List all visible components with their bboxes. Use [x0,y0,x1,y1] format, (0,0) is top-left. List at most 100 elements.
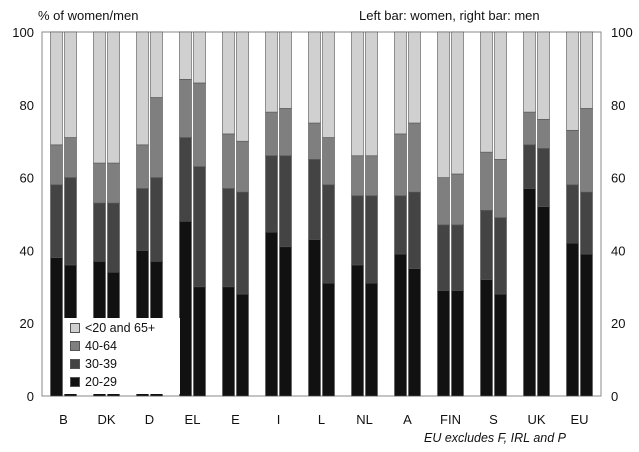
bar-segment-men [451,173,464,226]
y-tick-label-right: 40 [611,243,625,258]
bar-segment-women [437,177,450,226]
bar-segment-men [193,166,206,288]
bar-segment-men [64,31,77,138]
bar-segment-women [222,133,235,189]
y-tick-label-right: 20 [611,316,625,331]
bar-segment-men [193,31,206,84]
legend-label: 20-29 [85,375,117,389]
bar-segment-women [179,137,192,222]
bar-segment-women [308,31,321,124]
bar-segment-men [193,286,206,397]
x-tick-label: FIN [440,412,461,427]
y-tick-label-left: 80 [20,98,34,113]
y-tick-label-left: 0 [27,389,34,404]
bar-segment-women [480,151,493,211]
bar-segment-women [480,210,493,280]
bar-segment-women [394,195,407,255]
bar-segment-women [523,144,536,189]
bar-segment-men [236,293,249,397]
bar-segment-women [308,239,321,397]
bar-segment-women [93,202,106,262]
x-tick-label: A [403,412,412,427]
legend-label: <20 and 65+ [85,321,156,335]
bar-segment-women [50,144,63,186]
bar-segment-women [308,159,321,240]
bar-segment-women [351,195,364,266]
bar-segment-men [193,82,206,167]
legend-item-under20-65plus: <20 and 65+ [70,320,155,336]
bar-segment-men [322,137,335,186]
bar-segment-women [222,286,235,397]
bar-segment-women [265,111,278,157]
bar-segment-men [537,119,550,149]
x-tick-label: NL [356,412,373,427]
plot-frame [41,31,602,397]
bar-segment-women [480,279,493,397]
bar-segment-men [451,290,464,397]
x-tick-label: D [145,412,154,427]
legend-item-20-29: 20-29 [70,374,117,390]
bar-segment-women [394,133,407,197]
bar-segment-women [437,224,450,291]
bar-segment-men [408,191,421,269]
bar-segment-men [408,268,421,397]
chart-legend: <20 and 65+ 40-64 30-39 20-29 [64,318,180,394]
bar-segment-women [50,31,63,146]
bar-segment-women [351,264,364,397]
bar-segment-women [566,242,579,397]
legend-swatch [70,341,80,351]
x-tick-label: S [489,412,498,427]
y-tick-label-right: 60 [611,171,625,186]
bar-segment-women [265,31,278,113]
bar-segment-women [222,31,235,135]
x-tick-label: I [277,412,281,427]
bar-segment-women [179,220,192,397]
x-tick-label: EU [570,412,588,427]
x-tick-label: UK [527,412,545,427]
bar-segment-men [236,31,249,142]
y-tick-label-right: 80 [611,98,625,113]
bar-segment-men [150,177,163,262]
bar-segment-men [580,108,593,193]
chart-footnote: EU excludes F, IRL and P [424,431,566,445]
bar-segment-men [107,162,120,204]
bar-segment-men [408,122,421,193]
x-tick-label: EL [185,412,201,427]
y-tick-label-left: 100 [12,25,34,40]
bar-segment-men [322,282,335,397]
bar-segment-men [580,253,593,397]
bar-segment-women [265,155,278,233]
bar-segment-men [64,177,77,266]
bar-segment-women [351,155,364,197]
bar-segment-men [494,293,507,397]
y-tick-label-left: 20 [20,316,34,331]
legend-swatch [70,359,80,369]
bar-segment-men [451,224,464,291]
bar-segment-women [222,188,235,288]
bar-segment-women [265,231,278,397]
bar-segment-men [365,282,378,397]
bar-segment-women [308,122,321,160]
bar-segment-women [50,257,63,397]
legend-swatch [70,377,80,387]
y-tick-label-right: 100 [611,25,633,40]
legend-item-40-64: 40-64 [70,338,117,354]
y-tick-label-right: 0 [611,389,618,404]
bar-segment-women [136,31,149,146]
bar-segment-women [523,31,536,113]
legend-item-30-39: 30-39 [70,356,117,372]
bar-segment-women [93,162,106,204]
bar-segment-women [394,253,407,397]
legend-swatch [70,323,80,333]
legend-label: 40-64 [85,339,117,353]
bar-segment-men [494,217,507,295]
y-tick-label-left: 40 [20,243,34,258]
bar-segment-women [480,31,493,153]
bar-segment-women [136,188,149,251]
chart-subtitle: Left bar: women, right bar: men [359,8,540,23]
y-tick-label-left: 60 [20,171,34,186]
bar-segment-women [50,184,63,258]
bar-segment-men [279,246,292,397]
